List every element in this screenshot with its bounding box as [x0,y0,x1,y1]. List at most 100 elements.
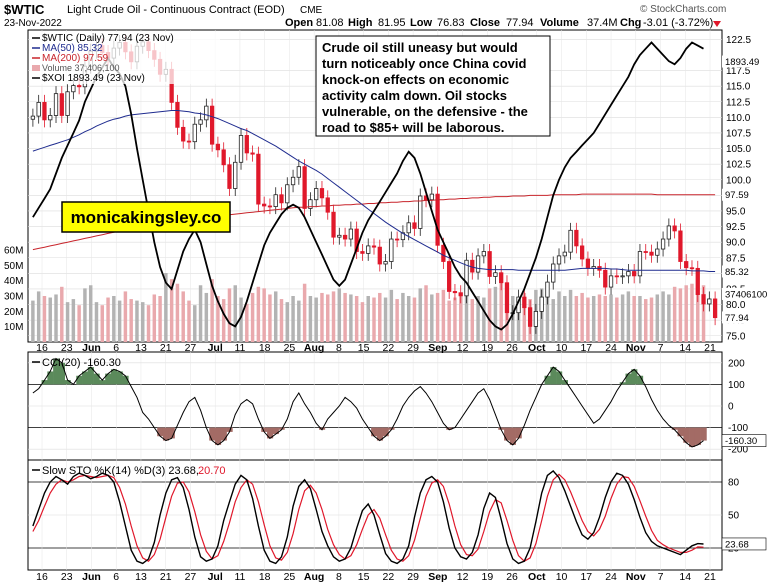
volume-price-tag: 37406100 [722,287,767,300]
volume-bar [551,299,555,342]
candle-body [53,93,59,116]
volume-bar [482,297,486,342]
price-tick-label: 75.0 [726,331,746,342]
x-tick-label: 21 [704,342,716,354]
date-label: 23-Nov-2022 [4,18,62,29]
volume-bar [141,302,145,342]
candle-body [429,193,434,201]
candle-body [556,255,562,265]
volume-bar [48,297,52,342]
candle-body [354,228,359,252]
ma50-price-tag: 85.32 [722,265,766,278]
brand-box: monicakingsley.co [61,201,231,233]
cci-overbought-fill [631,369,638,385]
price-tick-label: 80.0 [726,300,746,311]
ma200-price-tag-bg [722,188,766,201]
candle-body [626,271,631,277]
commentary-line: turn noticeably once China covid [322,56,526,71]
volume-bar [239,297,243,342]
candle-body [227,164,232,189]
volume-tick-label: 30M [4,292,23,303]
legend-ma200: MA(200) 97.59 [42,53,109,64]
volume-bar [661,291,665,342]
volume-bar [684,285,688,342]
candle-body [504,282,510,314]
volume-bar [88,285,93,342]
volume-bar [464,292,469,342]
candle-body [580,245,585,260]
cci-value-tag: -160.30 [721,434,767,447]
volume-bar [643,299,648,342]
candle-body [620,275,625,278]
x-tick-label: 15 [358,342,370,354]
candle-body [435,193,440,246]
volume-bar [470,299,475,342]
candle-body [209,105,215,145]
legend-wtic: $WTIC (Daily) 77.94 (23 Nov) [42,33,174,44]
candle-body [77,85,82,88]
volume-bar [690,283,694,342]
ohlc-open-label: Open [285,17,313,29]
volume-bar [60,286,64,342]
volume-bar [169,279,174,342]
candle-body [366,245,371,254]
candle-body [695,267,700,295]
x-tick-label: 13 [135,571,147,583]
candlesticks [30,34,718,334]
cci-oversold-fill [261,427,268,432]
candle-body [464,259,469,297]
x-tick-label: 23 [61,571,73,583]
x-tick-label: 26 [506,342,518,354]
volume-bar [36,291,41,342]
volume-bar [655,294,660,342]
volume-bar [331,291,336,342]
candle-body [712,298,718,319]
volume-bar [667,294,671,342]
candle-body [267,205,273,208]
x-tick-label: Aug [304,571,324,583]
candle-body [562,251,567,257]
cci-tick-label: 200 [728,358,745,369]
ohlc-low: 76.83 [437,17,465,29]
volume-bar [349,294,353,342]
close-price-tag-text: 77.94 [725,313,749,324]
volume-bar [279,299,284,342]
candle-body [337,234,342,238]
volume-bar [106,297,110,342]
cci-overbought-fill [53,358,60,385]
x-tick-label: Oct [528,342,546,354]
candle-body [308,199,313,209]
cci-tick-label: 100 [728,380,745,391]
candle-body [181,126,186,142]
candle-body [394,238,400,241]
volume-bar [580,292,584,342]
cci-overbought-fill [58,362,65,385]
ohlc-volume-label: Volume [540,17,579,29]
candle-body [244,135,249,154]
cci-overbought-fill [561,380,568,385]
candle-body [36,101,41,117]
volume-bar [326,294,330,342]
volume-bar [372,297,376,342]
volume-bar [262,288,266,342]
x-tick-label: 8 [336,571,342,583]
volume-bar [302,283,307,342]
candle-body [406,222,411,234]
cci-tick-label: -200 [728,445,748,456]
ohlc-high: 81.95 [378,17,406,29]
sto-k-line [32,470,704,565]
candle-body [273,194,278,207]
ma200-price-tag-text: 97.59 [725,190,749,201]
volume-bar [649,297,654,342]
price-tick-label: 105.0 [726,144,751,155]
commentary-frame [315,35,551,137]
volume-bar [597,294,602,342]
down-arrow-icon [713,21,721,27]
volume-bar [193,305,197,342]
volume-bar [418,288,422,342]
legend-volume: Volume 37,406,100 [42,63,120,73]
x-tick-label: 21 [704,571,716,583]
volume-bar [447,300,451,342]
volume-bar [129,299,133,342]
volume-bar [435,292,440,342]
